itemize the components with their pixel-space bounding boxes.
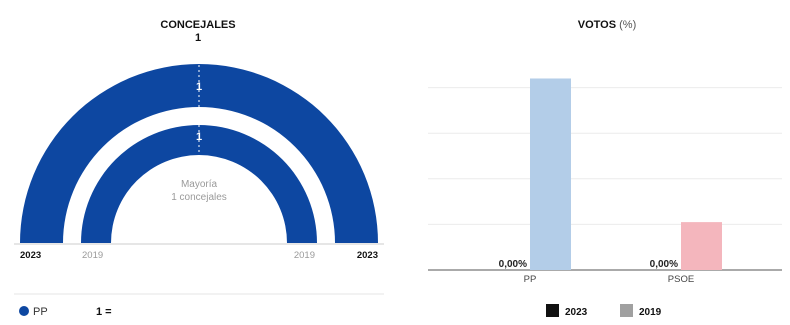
data-label-2023-psoe: 0,00% bbox=[650, 259, 678, 270]
votes-chart: VOTOS (%) 0,00% PP 0,00% PSOE 2023 2019 bbox=[428, 19, 782, 318]
majority-label-line1: Mayoría bbox=[181, 179, 218, 190]
legend-swatch-2023 bbox=[546, 304, 559, 317]
seats-total: 1 bbox=[195, 32, 201, 44]
votes-title-text: VOTOS bbox=[578, 19, 616, 31]
ring-2019-label: 1 bbox=[196, 131, 202, 143]
year-inner-right: 2019 bbox=[294, 250, 315, 261]
year-outer-left: 2023 bbox=[20, 250, 41, 261]
votes-title-unit: (%) bbox=[619, 19, 636, 31]
year-outer-right: 2023 bbox=[357, 250, 378, 261]
category-label-pp: PP bbox=[524, 274, 537, 285]
legend-pp-label: PP bbox=[33, 306, 48, 318]
legend-label-2023: 2023 bbox=[565, 307, 588, 318]
bars bbox=[530, 78, 722, 270]
ring-2023-pp bbox=[20, 64, 378, 243]
bar-2019-pp bbox=[530, 78, 571, 270]
category-label-psoe: PSOE bbox=[668, 274, 694, 285]
grid-lines bbox=[428, 87, 782, 271]
ring-2019-pp bbox=[81, 125, 317, 243]
seats-panel: CONCEJALES 1 1 1 Mayoría 1 concejales 20… bbox=[0, 0, 400, 320]
votes-legend: 2023 2019 bbox=[546, 304, 662, 318]
legend-label-2019: 2019 bbox=[639, 307, 662, 318]
data-label-2023-pp: 0,00% bbox=[499, 259, 527, 270]
bar-2019-psoe bbox=[681, 222, 722, 270]
votes-panel: VOTOS (%) 0,00% PP 0,00% PSOE 2023 2019 bbox=[420, 0, 790, 320]
seats-svg: CONCEJALES 1 1 1 Mayoría 1 concejales 20… bbox=[14, 19, 384, 318]
legend-swatch-2019 bbox=[620, 304, 633, 317]
votes-title: VOTOS (%) bbox=[578, 19, 636, 31]
legend-pp-change: 1 = bbox=[96, 306, 112, 318]
ring-2023-label: 1 bbox=[196, 81, 202, 93]
bar-labels: 0,00% PP 0,00% PSOE bbox=[499, 259, 695, 285]
year-inner-left: 2019 bbox=[82, 250, 103, 261]
legend-pp-marker bbox=[19, 306, 29, 316]
seats-title: CONCEJALES bbox=[160, 19, 235, 31]
majority-label-line2: 1 concejales bbox=[171, 192, 227, 203]
